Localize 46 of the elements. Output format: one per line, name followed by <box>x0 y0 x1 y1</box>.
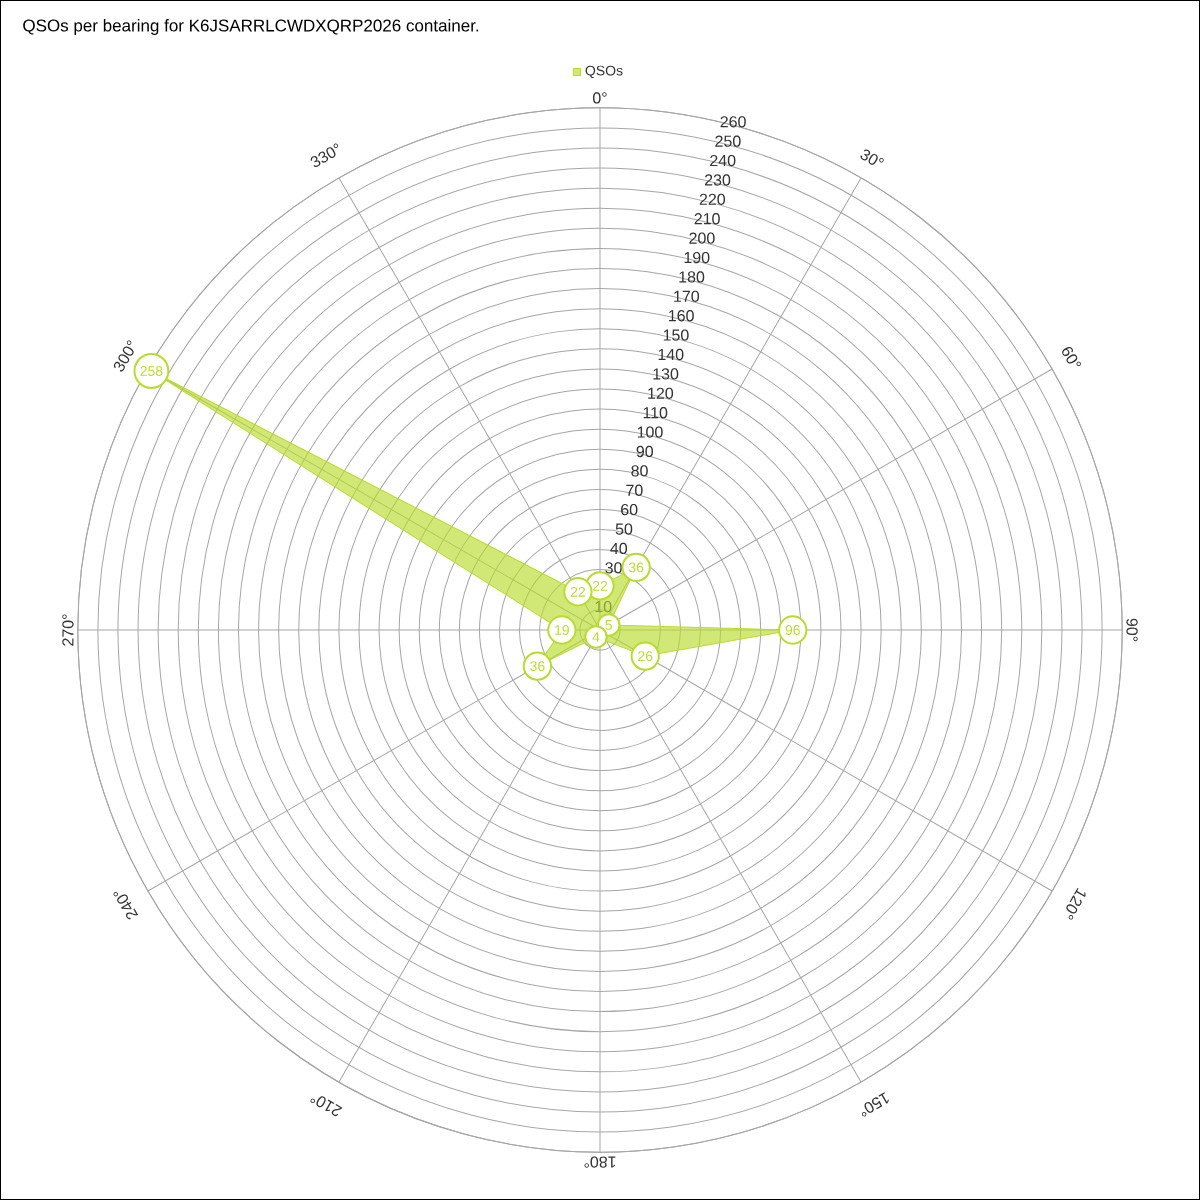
y-tick-label: 220 <box>699 193 726 206</box>
legend-label: QSOs <box>585 65 623 79</box>
data-label: 19 <box>555 625 569 635</box>
y-tick-label: 240 <box>710 154 736 167</box>
spoke-label: 0° <box>592 92 607 104</box>
y-tick-label: 250 <box>715 135 741 147</box>
spoke-label: 30° <box>860 149 884 165</box>
y-tick-label: 140 <box>658 348 684 361</box>
data-label: 4 <box>592 632 600 642</box>
y-tick-label: 210 <box>694 213 720 225</box>
chart-title: QSOs per bearing for K6JSARRLCWDXQRP2026 container. <box>23 19 479 35</box>
y-tick-label: 230 <box>704 174 731 186</box>
y-tick-label: 150 <box>663 329 689 341</box>
spoke-label: 60° <box>1062 347 1081 367</box>
y-tick-label: 180 <box>679 271 705 283</box>
y-tick-label: 30 <box>605 562 622 574</box>
y-tick-label: 170 <box>674 290 700 302</box>
y-tick-label: 70 <box>626 484 643 496</box>
y-tick-label: 120 <box>648 387 674 399</box>
y-tick-label: 60 <box>621 503 638 516</box>
y-tick-label: 50 <box>615 523 633 535</box>
spoke-label: 210° <box>310 1096 343 1117</box>
data-label: 22 <box>570 586 585 597</box>
y-tick-label: 110 <box>643 407 668 419</box>
y-tick-label: 80 <box>631 465 648 477</box>
spoke-label: 270° <box>62 614 74 646</box>
spoke-label: 150° <box>861 1092 889 1117</box>
spoke-label: 90° <box>1126 618 1138 642</box>
y-tick-label: 10 <box>595 600 612 613</box>
spoke-label: 180° <box>584 1156 616 1168</box>
data-label: 22 <box>592 580 608 591</box>
y-tick-label: 190 <box>684 251 710 264</box>
data-label: 5 <box>605 620 612 630</box>
y-tick-label: 260 <box>720 116 746 128</box>
data-label: 26 <box>638 651 653 662</box>
data-label: 36 <box>628 562 644 573</box>
y-tick-label: 130 <box>653 368 679 380</box>
y-tick-label: 160 <box>669 310 694 322</box>
y-tick-label: 200 <box>689 232 715 244</box>
data-label: 36 <box>530 661 545 672</box>
y-tick-label: 90 <box>636 445 654 458</box>
data-label: 258 <box>140 366 163 376</box>
data-label: 96 <box>785 625 800 635</box>
spoke-label: 330° <box>310 143 339 168</box>
y-tick-label: 100 <box>637 426 663 438</box>
y-tick-label: 40 <box>610 542 628 555</box>
